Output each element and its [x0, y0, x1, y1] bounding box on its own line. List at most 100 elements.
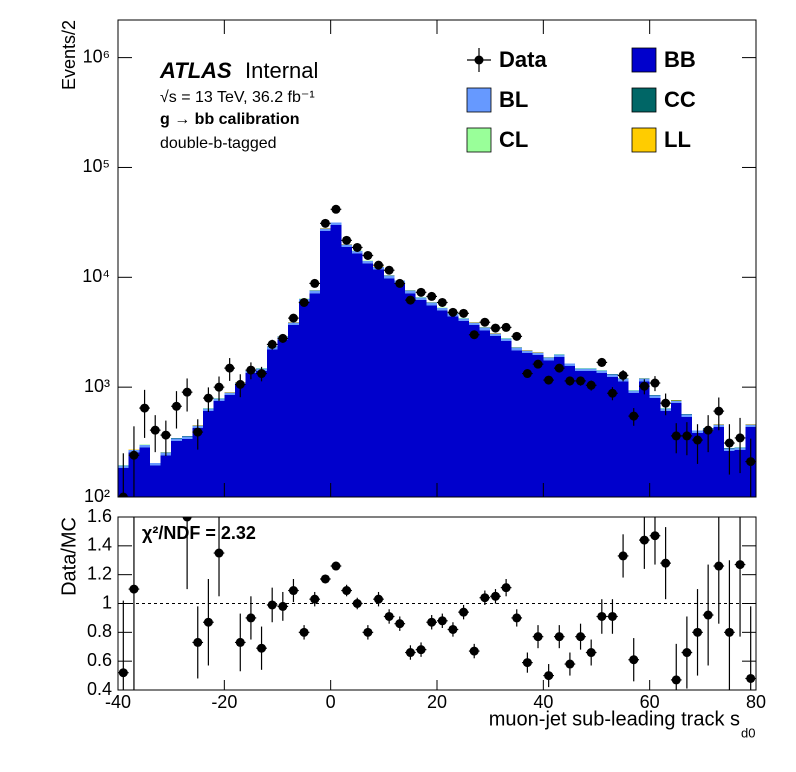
ratio-point — [374, 594, 384, 604]
stack-bar — [362, 263, 374, 497]
data-point — [724, 438, 734, 448]
ratio-point — [427, 617, 437, 627]
stack-bar — [351, 251, 363, 254]
data-point — [501, 322, 511, 332]
stack-bar — [500, 340, 512, 497]
stack-bar — [266, 349, 278, 497]
ratio-point — [522, 658, 532, 668]
data-point — [363, 250, 373, 260]
ratio-point — [554, 632, 564, 642]
legend-label: CC — [664, 87, 696, 112]
stack-bar — [330, 225, 342, 497]
ratio-point — [576, 632, 586, 642]
stack-bar — [373, 269, 384, 497]
x-tick-label: -20 — [211, 692, 237, 712]
stack-bar — [490, 336, 501, 497]
stack-bar — [405, 290, 416, 294]
ratio-point — [544, 671, 554, 681]
stack-bar — [639, 381, 650, 497]
data-point — [150, 425, 160, 435]
stack-bar — [405, 293, 416, 497]
stack-bar — [585, 371, 597, 497]
ratio-point — [682, 648, 692, 658]
data-point — [607, 388, 617, 398]
data-point — [459, 308, 469, 318]
data-point — [140, 403, 150, 413]
data-point — [693, 435, 703, 445]
data-point — [427, 291, 437, 301]
ratio-point — [469, 646, 479, 656]
stack-bar — [553, 357, 565, 497]
chi2-label: χ²/NDF = 2.32 — [142, 523, 256, 543]
data-point — [118, 492, 128, 497]
stack-bar — [575, 368, 586, 372]
axes: 10² 10³ 10⁴ 10⁵ 10⁶ 0.4 0.6 0.8 1 1.2 1.4 1.6 -40 -20… — [82, 20, 766, 712]
stack-bar — [139, 447, 150, 497]
ratio-point — [416, 645, 426, 655]
stack-bar — [383, 278, 395, 497]
ratio-point — [607, 611, 617, 621]
ratio-point — [384, 611, 394, 621]
data-point — [533, 359, 543, 369]
stack-bar — [181, 438, 193, 497]
ratio-point — [448, 624, 458, 634]
stack-bar — [437, 308, 448, 311]
data-point — [416, 287, 426, 297]
ratio-point — [288, 586, 298, 596]
stack-bar — [415, 297, 427, 301]
legend-label: BL — [499, 87, 528, 112]
stack-bar — [447, 316, 459, 497]
legend-label: CL — [499, 127, 528, 152]
stack-bar — [670, 400, 682, 404]
stack-bar — [139, 445, 150, 448]
stack-bar — [500, 338, 512, 341]
stack-bar — [426, 305, 437, 497]
ratio-point — [405, 648, 415, 658]
stack-bar — [713, 427, 725, 497]
ratio-point — [193, 637, 203, 647]
x-tick-label: 0 — [326, 692, 336, 712]
data-point — [171, 401, 181, 411]
ratio-point — [618, 551, 628, 561]
ratio-point — [129, 584, 139, 594]
y-tick-label: 10⁴ — [82, 266, 110, 286]
stack-bar — [458, 321, 469, 497]
y-tick-label: 1.4 — [87, 535, 112, 555]
stack-bar — [383, 275, 395, 279]
ratio-point — [278, 601, 288, 611]
stack-bar — [288, 325, 299, 497]
data-point — [650, 378, 660, 388]
data-point — [320, 218, 330, 228]
stack-bar — [649, 397, 661, 497]
ratio-point — [182, 517, 192, 522]
legend-swatch — [631, 127, 657, 153]
data-point — [161, 430, 171, 440]
stack-bar — [160, 455, 172, 497]
data-point — [671, 431, 681, 441]
ratio-point — [661, 558, 671, 568]
y-tick-label: 1.2 — [87, 563, 112, 583]
stack-bar — [245, 373, 257, 497]
ratio-point — [437, 616, 447, 626]
data-point — [331, 204, 341, 214]
data-point — [512, 331, 522, 341]
ratio-point — [735, 560, 745, 570]
experiment-label: ATLAS — [159, 58, 232, 83]
data-point — [629, 411, 639, 421]
ratio-point — [746, 673, 756, 683]
stack-bar — [692, 433, 703, 497]
data-point — [576, 376, 586, 386]
y-tick-label: 10⁵ — [83, 156, 110, 176]
stack-bar — [564, 366, 576, 497]
data-point — [586, 380, 596, 390]
stack-bar — [617, 381, 629, 497]
stack-bar — [543, 360, 554, 497]
data-point — [746, 457, 756, 467]
stack-bar — [330, 222, 342, 226]
data-point — [661, 398, 671, 408]
stack-bar — [479, 330, 491, 497]
stack-bar — [479, 327, 491, 331]
ratio-point — [267, 600, 277, 610]
data-point — [267, 339, 277, 349]
ratio-point — [650, 531, 660, 541]
